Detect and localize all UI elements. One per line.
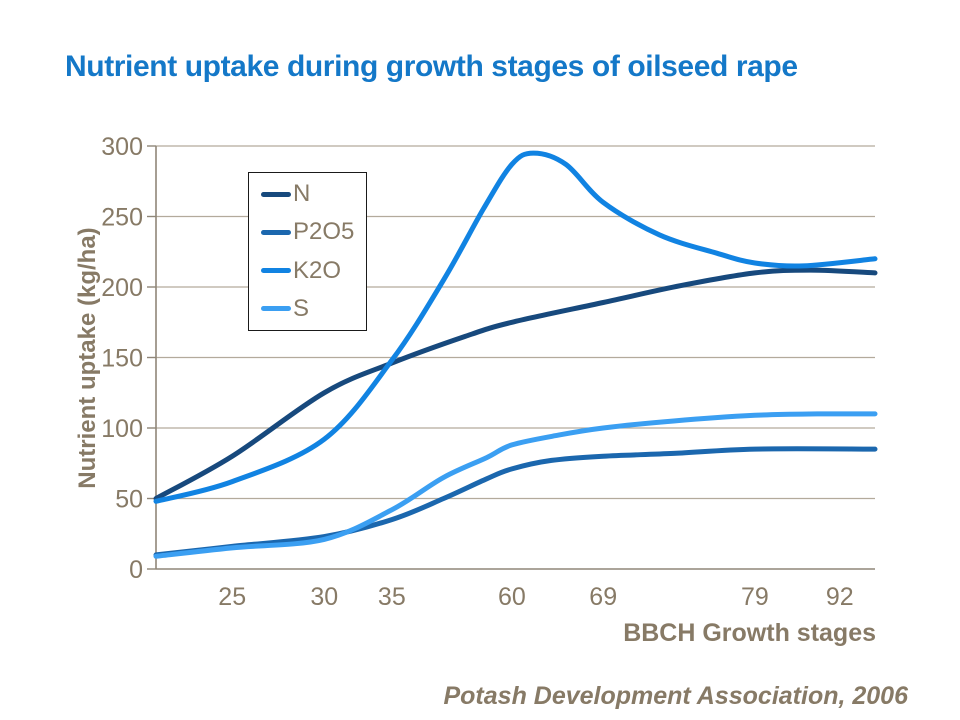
chart-title: Nutrient uptake during growth stages of …	[65, 50, 798, 83]
legend-label-k2o: K2O	[293, 256, 342, 284]
x-tick-label: 69	[589, 583, 617, 611]
legend-label-p2o5: P2O5	[293, 218, 355, 246]
legend-line-n-icon	[261, 191, 291, 197]
legend-label-n: N	[293, 180, 311, 208]
y-tick-label: 250	[101, 204, 143, 232]
y-tick-label: 50	[115, 486, 143, 514]
legend-row-p2o5: P2O5	[261, 220, 366, 244]
x-tick-label: 25	[218, 583, 246, 611]
legend-line-k2o-icon	[261, 268, 291, 274]
attribution: Potash Development Association, 2006	[443, 682, 908, 710]
legend-line-p2o5-icon	[261, 229, 291, 235]
y-tick-label: 300	[101, 133, 143, 161]
series-line-s	[153, 411, 878, 559]
y-tick-label: 0	[129, 556, 143, 584]
y-tick-label: 100	[101, 415, 143, 443]
x-tick-label: 60	[498, 583, 526, 611]
y-tick-label: 150	[101, 345, 143, 373]
x-tick-label: 79	[741, 583, 769, 611]
series-line-k2o	[153, 150, 878, 504]
series-line-p2o5	[153, 446, 878, 558]
x-tick-label: 92	[826, 583, 854, 611]
x-axis-title: BBCH Growth stages	[623, 619, 876, 647]
legend-line-s-icon	[261, 306, 291, 312]
legend-row-k2o: K2O	[261, 256, 366, 284]
legend-label-s: S	[293, 294, 310, 322]
series-line-n	[153, 267, 878, 501]
legend-row-n: N	[261, 182, 366, 206]
x-tick-label: 30	[310, 583, 338, 611]
legend-row-s: S	[261, 294, 366, 322]
x-tick-label: 35	[378, 583, 406, 611]
chart-legend: N P2O5 K2O S	[248, 172, 367, 331]
y-tick-label: 200	[101, 274, 143, 302]
